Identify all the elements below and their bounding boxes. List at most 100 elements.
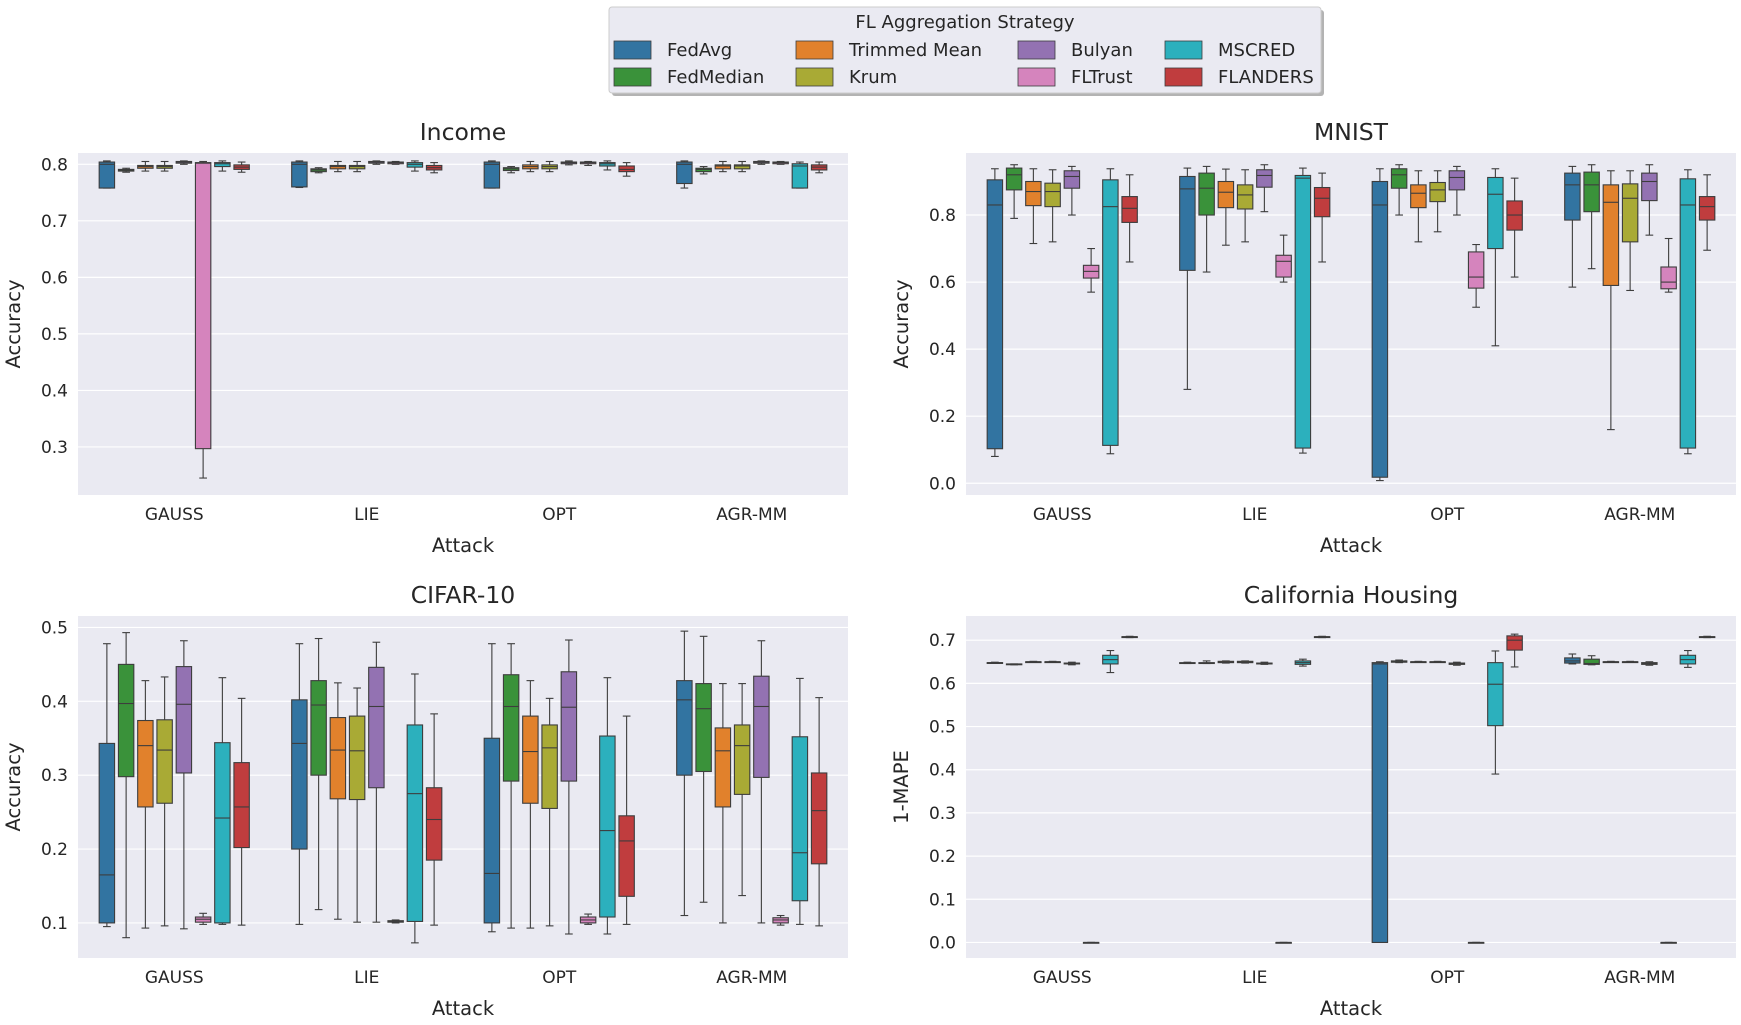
chart-title: Income — [420, 118, 506, 146]
y-tick-label: 0.2 — [41, 840, 68, 860]
box-body — [329, 717, 347, 800]
box-fedmedian — [1583, 164, 1600, 270]
legend-label: FedMedian — [667, 67, 764, 88]
box-flanders — [425, 713, 443, 926]
box-body — [214, 742, 231, 924]
box-krum — [1044, 169, 1061, 243]
box-fedavg — [1371, 661, 1389, 944]
box-body — [1506, 635, 1523, 651]
box-mscred — [791, 677, 809, 925]
box-trimmed-mean — [137, 680, 154, 929]
box-fedavg — [98, 643, 116, 928]
box-bulyan — [1256, 661, 1273, 665]
chart-panel-3: 0.1 0.2 0.3 0.4 0.5 GAUSS LIE OPT AGR-MM Attack Ac… — [2, 581, 848, 1020]
box-fedmedian — [695, 635, 712, 903]
box-bulyan — [368, 160, 385, 165]
box-fltrust — [194, 160, 212, 479]
box-body — [986, 179, 1004, 450]
box-flanders — [425, 162, 443, 174]
chart-title: California Housing — [1244, 581, 1459, 609]
box-fedmedian — [1390, 164, 1408, 216]
box-body — [425, 787, 443, 861]
y-tick-label: 0.0 — [929, 933, 956, 953]
x-tick-label: GAUSS — [1033, 505, 1092, 525]
box-krum — [733, 683, 751, 897]
legend-frame — [608, 6, 1322, 94]
box-fedmedian — [1390, 659, 1408, 664]
box-trimmed-mean — [1217, 168, 1235, 246]
box-body — [368, 666, 385, 789]
box-mscred — [214, 677, 231, 925]
box-body — [483, 161, 501, 189]
box-body — [1564, 172, 1581, 221]
box-fedmedian — [117, 167, 135, 173]
box-body — [1487, 176, 1504, 250]
legend-swatch — [1164, 67, 1203, 87]
box-body — [1005, 167, 1023, 191]
x-tick-label: GAUSS — [145, 968, 204, 988]
box-flanders — [1506, 633, 1523, 668]
box-fedmedian — [502, 643, 520, 929]
legend: FL Aggregation Strategy FedAvg FedMedian T… — [608, 6, 1324, 96]
box-krum — [348, 687, 366, 923]
x-tick-label: OPT — [1430, 968, 1465, 988]
box-body — [329, 164, 347, 170]
box-trimmed-mean — [522, 680, 539, 929]
box-body — [791, 736, 809, 902]
x-axis-label: Attack — [1320, 997, 1383, 1020]
box-flanders — [1121, 174, 1138, 263]
box-fltrust — [387, 919, 404, 924]
box-bulyan — [1641, 164, 1658, 236]
y-axis-label: 1-MAPE — [890, 750, 913, 824]
x-axis-label: Attack — [432, 997, 495, 1020]
legend-label: Krum — [849, 67, 897, 88]
box-mscred — [406, 160, 424, 172]
box-body — [676, 680, 693, 776]
box-body — [1641, 172, 1658, 202]
box-body — [753, 675, 770, 778]
plot-area — [78, 616, 848, 958]
x-axis-label: Attack — [1320, 534, 1383, 557]
box-bulyan — [753, 640, 770, 924]
box-body — [1179, 175, 1196, 271]
legend-swatch — [1164, 40, 1203, 60]
legend-label: FLANDERS — [1218, 67, 1314, 88]
box-fltrust — [1660, 237, 1677, 293]
box-mscred — [1679, 169, 1697, 455]
box-trimmed-mean — [714, 160, 732, 173]
box-fedmedian — [1198, 165, 1215, 273]
box-trimmed-mean — [329, 160, 347, 173]
box-bulyan — [753, 160, 770, 165]
box-body — [1275, 254, 1292, 278]
box-trimmed-mean — [1410, 170, 1427, 243]
box-body — [214, 162, 231, 168]
panels: 0.3 0.4 0.5 0.6 0.7 0.8 GAUSS LIE OPT AGR-MM Attac… — [2, 118, 1736, 1020]
box-body — [1025, 180, 1042, 207]
box-fltrust — [1467, 243, 1485, 308]
box-body — [1063, 170, 1081, 189]
plot-area — [78, 153, 848, 495]
box-fltrust — [387, 160, 404, 165]
legend-swatch — [1017, 67, 1056, 87]
y-tick-label: 0.5 — [41, 325, 68, 345]
box-fedmedian — [502, 166, 520, 174]
x-tick-label: LIE — [354, 505, 379, 525]
box-krum — [733, 160, 751, 173]
box-bulyan — [1448, 661, 1466, 666]
box-bulyan — [1641, 661, 1658, 666]
box-body — [522, 715, 539, 804]
legend-swatch — [1017, 40, 1056, 60]
box-body — [1410, 184, 1427, 209]
box-mscred — [1487, 168, 1504, 347]
legend-label: FedAvg — [667, 40, 732, 61]
y-tick-label: 0.7 — [41, 212, 68, 232]
box-body — [1429, 181, 1446, 203]
y-tick-label: 0.7 — [929, 631, 956, 651]
box-body — [714, 727, 732, 808]
box-body — [676, 161, 693, 185]
box-body — [156, 719, 173, 804]
y-tick-label: 0.1 — [41, 914, 68, 934]
y-axis-label: Accuracy — [2, 279, 25, 368]
legend-label: FLTrust — [1071, 67, 1133, 88]
box-trimmed-mean — [1025, 660, 1042, 664]
